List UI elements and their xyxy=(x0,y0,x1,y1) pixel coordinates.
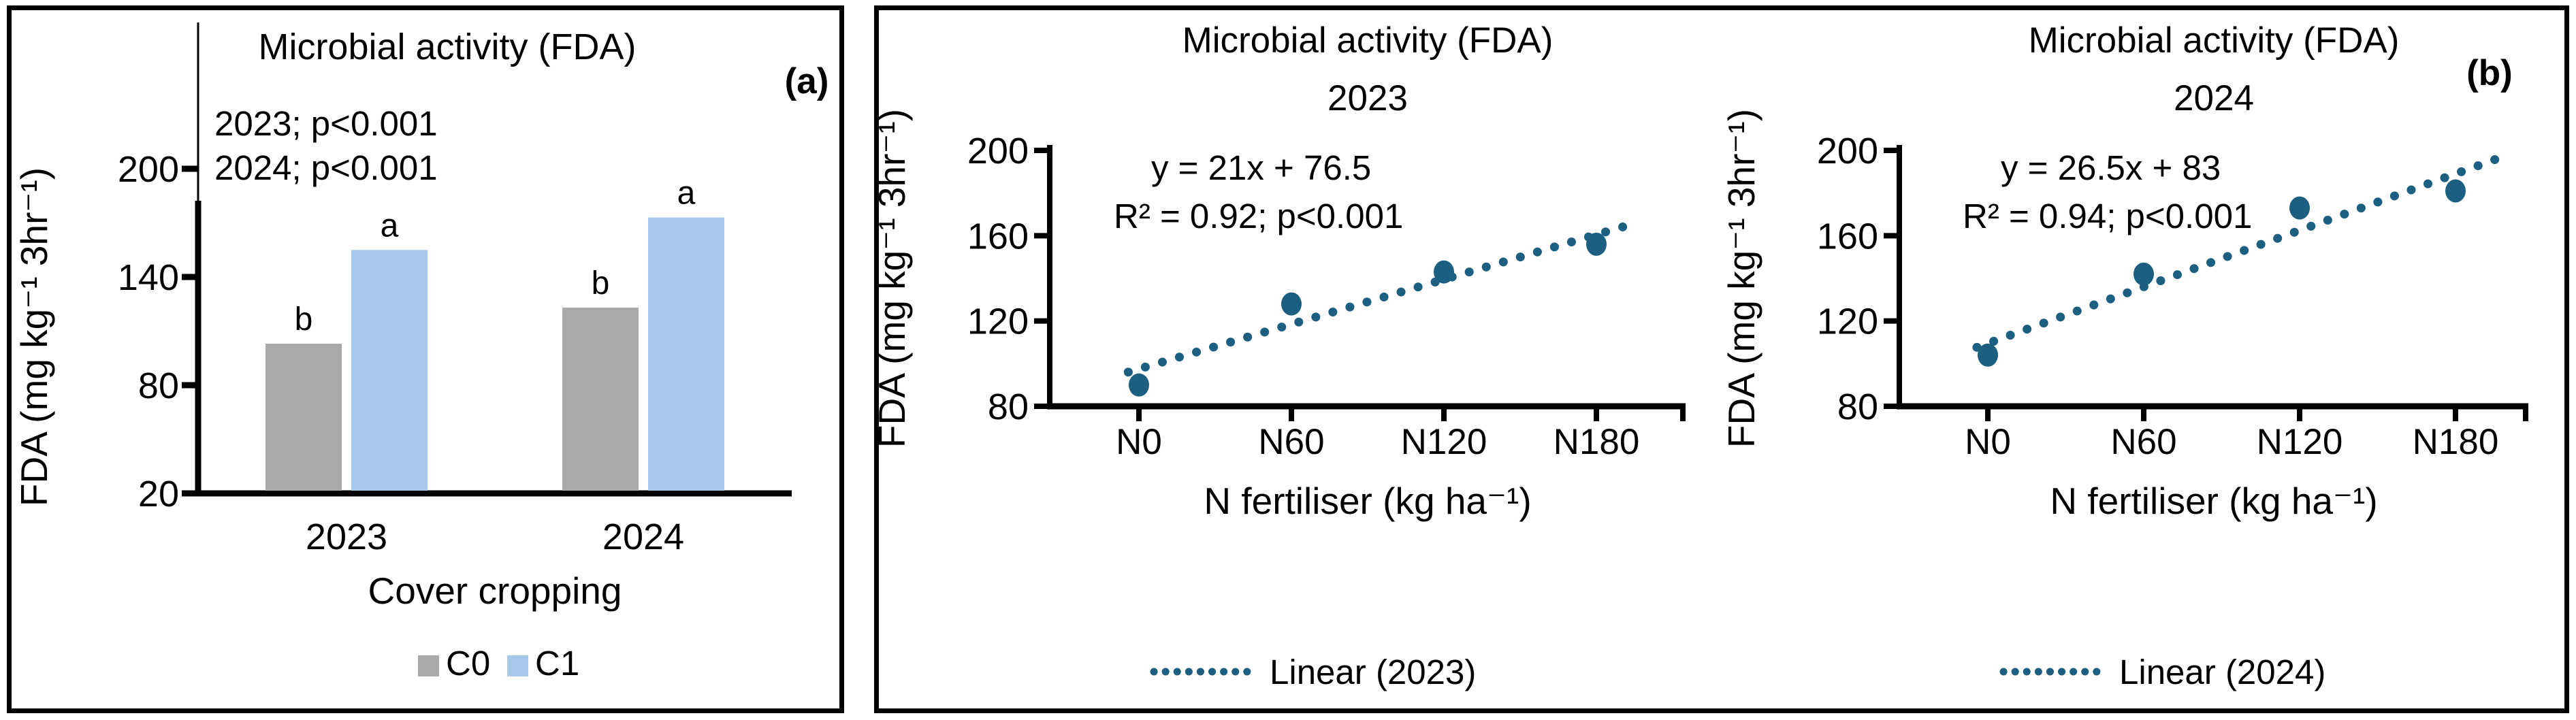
legend-label-c0: C0 xyxy=(446,644,490,683)
legend-swatch-c0 xyxy=(418,655,439,676)
sig-letter: a xyxy=(381,208,399,244)
data-point-N60 xyxy=(1281,292,1302,316)
chart-subtitle: 2024 xyxy=(2174,78,2254,118)
bar-chart-microbial-activity: Microbial activity (FDA) (a) 2023; p<0.001… xyxy=(13,22,829,683)
panel-letter-b: (b) xyxy=(2466,53,2513,93)
scatter-charts-microbial-activity: Microbial activity (FDA) 2023 y = 21x + 76… xyxy=(879,20,2528,691)
bar-c1-2023 xyxy=(351,250,428,491)
trend-stats: R² = 0.94; p<0.001 xyxy=(1963,197,2252,235)
trend-line-2024 xyxy=(1972,153,2504,352)
panel-a-frame: Microbial activity (FDA) (a) 2023; p<0.001… xyxy=(7,5,844,713)
y-tick-label: 160 xyxy=(967,216,1029,257)
x-category-label: N0 xyxy=(1965,422,2011,462)
legend-swatch-c1 xyxy=(507,655,528,676)
chart-title: Microbial activity (FDA) xyxy=(1182,20,1553,61)
y-tick-label: 200 xyxy=(967,131,1029,171)
data-point-N120 xyxy=(2289,196,2310,220)
y-tick-label: 120 xyxy=(1817,301,1878,342)
y-tick-label: 80 xyxy=(988,387,1029,427)
x-category-label: 2023 xyxy=(306,517,387,557)
data-point-N0 xyxy=(1978,343,1998,367)
x-category-label: N180 xyxy=(2413,422,2499,462)
trend-line-2023 xyxy=(1123,217,1644,377)
x-category-label: N0 xyxy=(1116,422,1162,462)
bar-c0-2023 xyxy=(265,344,342,491)
legend-label-linear: Linear (2024) xyxy=(2119,653,2325,691)
legend: C0 C1 xyxy=(418,644,579,683)
legend-label-c1: C1 xyxy=(535,644,579,683)
y-tick-label: 160 xyxy=(1817,216,1878,257)
x-axis-title: N fertiliser (kg ha⁻¹) xyxy=(2050,480,2377,522)
legend-label-linear: Linear (2023) xyxy=(1270,653,1476,691)
x-category-label: N120 xyxy=(1401,422,1487,462)
y-axis-title: FDA (mg kg⁻¹ 3hr⁻¹) xyxy=(879,109,913,448)
sig-letter: b xyxy=(295,301,313,338)
x-category-label: N60 xyxy=(1258,422,1324,462)
anova-annotation-2023: 2023; p<0.001 xyxy=(214,104,438,143)
y-tick-label: 200 xyxy=(1817,131,1878,171)
data-point-N60 xyxy=(2134,262,2154,286)
x-category-label: N60 xyxy=(2110,422,2176,462)
sig-letter: b xyxy=(592,265,610,301)
trend-stats: R² = 0.92; p<0.001 xyxy=(1114,197,1403,235)
y-tick-label: 200 xyxy=(118,149,179,190)
y-tick-label: 80 xyxy=(138,365,179,406)
x-category-label: N180 xyxy=(1553,422,1640,462)
chart-subtitle: 2023 xyxy=(1327,78,1408,118)
y-axis-title: FDA (mg kg⁻¹ 3hr⁻¹) xyxy=(13,167,55,506)
data-point-N120 xyxy=(1434,260,1454,284)
x-category-label: 2024 xyxy=(602,517,684,557)
y-tick-label: 80 xyxy=(1837,387,1878,427)
y-tick-label: 140 xyxy=(118,257,179,298)
panel-b-frame: Microbial activity (FDA) 2023 y = 21x + 76… xyxy=(874,5,2569,713)
panel-letter-a: (a) xyxy=(785,61,829,101)
x-axis-title: N fertiliser (kg ha⁻¹) xyxy=(1204,480,1531,522)
y-tick-label: 120 xyxy=(967,301,1029,342)
data-point-N0 xyxy=(1129,373,1149,397)
trend-equation: y = 26.5x + 83 xyxy=(2001,148,2221,187)
data-point-N180 xyxy=(1586,232,1607,256)
data-point-N180 xyxy=(2445,179,2466,203)
trend-equation: y = 21x + 76.5 xyxy=(1151,148,1371,187)
chart-title: Microbial activity (FDA) xyxy=(258,27,636,67)
anova-annotation-2024: 2024; p<0.001 xyxy=(214,148,438,187)
y-tick-label: 20 xyxy=(138,474,179,514)
sig-letter: a xyxy=(677,176,696,212)
y-axis-title: FDA (mg kg⁻¹ 3hr⁻¹) xyxy=(1720,109,1762,448)
bar-c1-2024 xyxy=(648,217,724,491)
x-category-label: N120 xyxy=(2257,422,2343,462)
bar-c0-2024 xyxy=(562,308,639,491)
chart-title: Microbial activity (FDA) xyxy=(2029,20,2400,61)
x-axis-title: Cover cropping xyxy=(368,570,622,612)
